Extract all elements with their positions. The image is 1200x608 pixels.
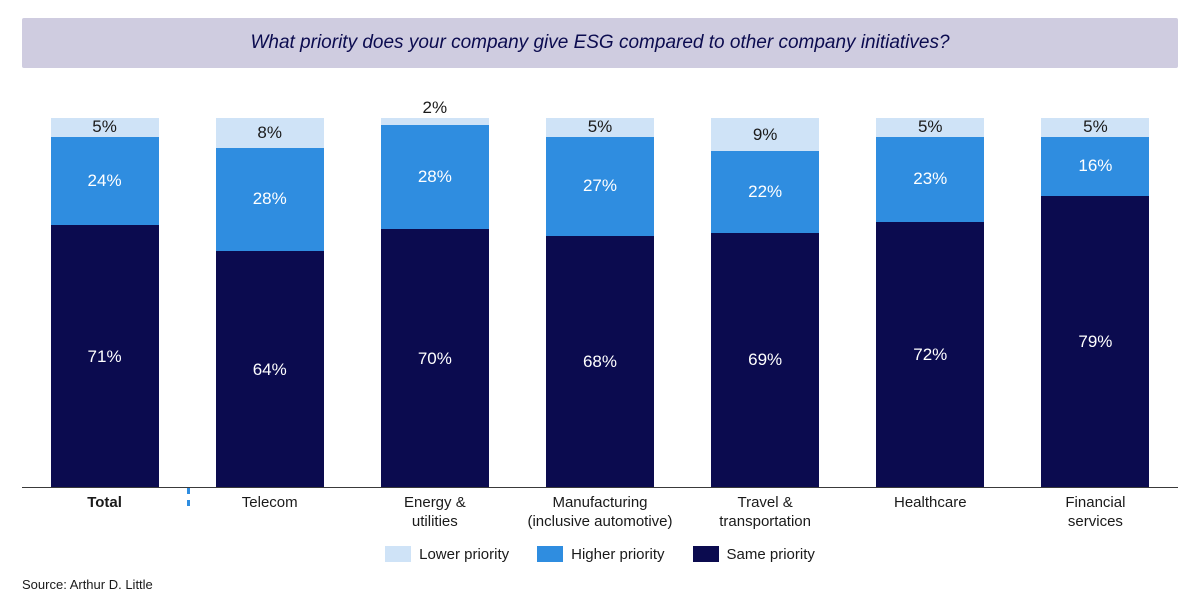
x-label-slot: Manufacturing(inclusive automotive) <box>517 494 682 532</box>
bar-segment-value: 5% <box>92 117 117 137</box>
bar-segment-lower: 5% <box>51 118 159 137</box>
bar-segment-higher: 28% <box>216 148 324 252</box>
stacked-bar: 5% 27% 68% <box>546 118 654 488</box>
bar-segment-same: 69% <box>711 233 819 488</box>
legend-swatch <box>385 546 411 562</box>
bar-segment-same: 72% <box>876 222 984 488</box>
x-axis-label: Total <box>26 494 183 513</box>
legend-item: Same priority <box>693 546 815 563</box>
bar-segment-value: 23% <box>913 169 947 189</box>
bar-segment-higher: 24% <box>51 137 159 226</box>
bar-segment-value: 22% <box>748 182 782 202</box>
bar-segment-same: 68% <box>546 236 654 488</box>
stacked-bar: 9% 22% 69% <box>711 118 819 488</box>
bar-segment-value: 68% <box>583 352 617 372</box>
bar-segment-value: 2% <box>423 98 448 118</box>
bar-segment-lower: 5% <box>1041 118 1149 137</box>
x-axis-label: Financialservices <box>1017 494 1174 532</box>
bar-segment-value: 27% <box>583 176 617 196</box>
chart-title-bar: What priority does your company give ESG… <box>22 18 1178 68</box>
bar-segment-value: 5% <box>1083 117 1108 137</box>
x-label-slot: Financialservices <box>1013 494 1178 532</box>
bar-slot: 5% 16% 79% <box>1013 96 1178 488</box>
bars-row: 5% 24% 71% 8% 28% 64% 2% 28% 70% 5% 27% 68% 9% 22% 69%… <box>22 96 1178 488</box>
bar-slot: 5% 27% 68% <box>517 96 682 488</box>
bar-segment-same: 64% <box>216 251 324 488</box>
x-label-slot: Energy &utilities <box>352 494 517 532</box>
bar-segment-value: 69% <box>748 350 782 370</box>
x-axis-label: Manufacturing(inclusive automotive) <box>521 494 678 532</box>
x-label-slot: Telecom <box>187 494 352 532</box>
bar-slot: 8% 28% 64% <box>187 96 352 488</box>
x-label-slot: Travel &transportation <box>683 494 848 532</box>
bar-slot: 9% 22% 69% <box>683 96 848 488</box>
bar-segment-value: 16% <box>1078 156 1112 176</box>
chart-title: What priority does your company give ESG… <box>250 32 949 53</box>
bar-segment-same: 79% <box>1041 196 1149 488</box>
x-label-slot: Total <box>22 494 187 532</box>
bar-segment-lower: 8% <box>216 118 324 148</box>
bar-segment-lower: 5% <box>876 118 984 137</box>
stacked-bar: 2% 28% 70% <box>381 118 489 488</box>
bar-segment-value: 79% <box>1078 332 1112 352</box>
legend: Lower priority Higher priority Same priori… <box>22 546 1178 563</box>
bar-segment-value: 70% <box>418 349 452 369</box>
bar-segment-value: 72% <box>913 345 947 365</box>
bar-segment-lower: 5% <box>546 118 654 137</box>
bar-segment-value: 71% <box>88 347 122 367</box>
legend-label: Lower priority <box>419 546 509 563</box>
x-axis-label: Telecom <box>191 494 348 513</box>
bar-segment-lower: 2% <box>381 118 489 125</box>
bar-slot: 2% 28% 70% <box>352 96 517 488</box>
bar-segment-same: 70% <box>381 229 489 488</box>
stacked-bar: 5% 24% 71% <box>51 118 159 488</box>
bar-segment-value: 9% <box>753 125 778 145</box>
bar-segment-higher: 28% <box>381 125 489 229</box>
bar-segment-higher: 22% <box>711 151 819 232</box>
legend-item: Higher priority <box>537 546 664 563</box>
bar-segment-higher: 27% <box>546 137 654 237</box>
x-axis-label: Healthcare <box>852 494 1009 513</box>
x-axis-line <box>22 487 1178 488</box>
stacked-bar: 5% 23% 72% <box>876 118 984 488</box>
bar-slot: 5% 23% 72% <box>848 96 1013 488</box>
bar-segment-same: 71% <box>51 225 159 488</box>
bar-segment-value: 5% <box>918 117 943 137</box>
bar-segment-lower: 9% <box>711 118 819 151</box>
x-axis-label: Energy &utilities <box>356 494 513 532</box>
legend-swatch <box>537 546 563 562</box>
source-text: Source: Arthur D. Little <box>22 577 1178 592</box>
legend-label: Same priority <box>727 546 815 563</box>
bar-segment-higher: 16% <box>1041 137 1149 196</box>
legend-swatch <box>693 546 719 562</box>
bar-slot: 5% 24% 71% <box>22 96 187 488</box>
total-divider <box>187 488 190 506</box>
bar-segment-value: 5% <box>588 117 613 137</box>
bar-segment-value: 24% <box>88 171 122 191</box>
legend-label: Higher priority <box>571 546 664 563</box>
x-axis-label: Travel &transportation <box>687 494 844 532</box>
x-label-slot: Healthcare <box>848 494 1013 532</box>
legend-item: Lower priority <box>385 546 509 563</box>
bar-segment-value: 8% <box>257 123 282 143</box>
x-axis-labels: Total Telecom Energy &utilitiesManufacturi… <box>22 494 1178 532</box>
chart-area: 5% 24% 71% 8% 28% 64% 2% 28% 70% 5% 27% 68% 9% 22% 69%… <box>22 96 1178 488</box>
bar-segment-value: 64% <box>253 360 287 380</box>
bar-segment-higher: 23% <box>876 137 984 222</box>
stacked-bar: 8% 28% 64% <box>216 118 324 488</box>
stacked-bar: 5% 16% 79% <box>1041 118 1149 488</box>
bar-segment-value: 28% <box>253 189 287 209</box>
bar-segment-value: 28% <box>418 167 452 187</box>
